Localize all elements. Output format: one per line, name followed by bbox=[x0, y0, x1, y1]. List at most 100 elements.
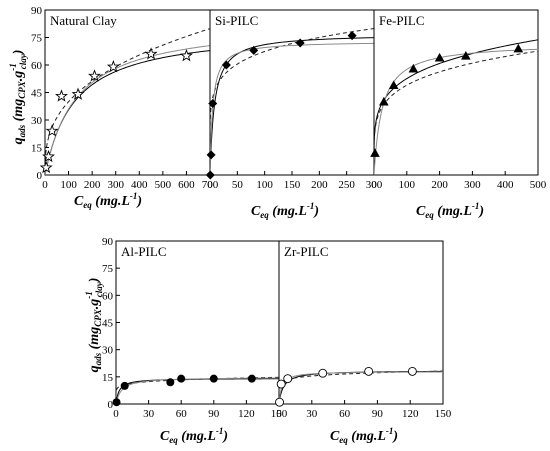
x-tick-label: 700 bbox=[202, 179, 219, 191]
x-tick-label: 100 bbox=[256, 179, 273, 191]
fit-curve-solid-gray bbox=[116, 377, 279, 404]
x-tick-label: 0 bbox=[371, 179, 377, 191]
data-point bbox=[45, 124, 59, 137]
data-point bbox=[39, 160, 53, 174]
data-point bbox=[177, 374, 186, 383]
x-tick-label: 250 bbox=[338, 179, 355, 191]
x-axis-label: Ceq (mg.L-1) bbox=[330, 426, 398, 445]
top-ylabel: qads (mgCPX.g-1clay) bbox=[8, 50, 28, 145]
fit-curve-dashed bbox=[45, 28, 210, 175]
data-point bbox=[209, 374, 218, 383]
x-tick-label: 150 bbox=[435, 408, 452, 420]
panel-fe-pilc: Fe-PILC 0 100 200 300 400 500 Ceq (mg.L-1) bbox=[370, 9, 547, 220]
data-point bbox=[208, 99, 218, 108]
y-tick-label: 90 bbox=[102, 236, 114, 248]
x-tick-label: 400 bbox=[131, 179, 148, 191]
data-point bbox=[370, 148, 380, 157]
x-tick-label: 400 bbox=[497, 179, 514, 191]
x-tick-label: 300 bbox=[107, 179, 124, 191]
x-tick-label: 100 bbox=[399, 179, 416, 191]
x-tick-label: 0 bbox=[207, 179, 213, 191]
y-tick-label: 60 bbox=[102, 290, 114, 302]
data-point bbox=[249, 45, 259, 55]
fit-curve-dashed bbox=[374, 50, 538, 175]
x-tick-label: 90 bbox=[208, 408, 220, 420]
y-tick-label: 30 bbox=[31, 115, 43, 127]
y-tick-label: 90 bbox=[31, 5, 43, 17]
bottom-ylabel: qads (mgCPX.g-1clay) bbox=[84, 278, 104, 373]
data-point bbox=[205, 170, 215, 180]
data-point bbox=[179, 49, 193, 62]
data-point bbox=[408, 63, 419, 73]
x-tick-label: 90 bbox=[372, 408, 384, 420]
x-axis-label: Ceq (mg.L-1) bbox=[251, 201, 319, 220]
x-tick-label: 50 bbox=[232, 179, 244, 191]
data-point bbox=[513, 43, 524, 53]
y-tick-label: 45 bbox=[102, 318, 114, 330]
data-point bbox=[379, 96, 389, 106]
y-tick-label: 75 bbox=[102, 263, 114, 275]
x-tick-label: 60 bbox=[339, 408, 351, 420]
x-tick-label: 0 bbox=[42, 179, 48, 191]
data-point bbox=[276, 379, 286, 389]
data-point bbox=[221, 60, 231, 70]
data-point bbox=[247, 374, 256, 383]
fit-curve-solid-dark bbox=[45, 50, 210, 175]
data-point bbox=[275, 397, 284, 407]
fit-curve-solid-dark bbox=[210, 37, 374, 175]
x-axis-label: Ceq (mg.L-1) bbox=[160, 426, 228, 445]
y-tick-label: 0 bbox=[108, 399, 114, 411]
fit-curve-solid-gray bbox=[210, 42, 374, 175]
data-point bbox=[42, 149, 56, 163]
y-tick-label: 75 bbox=[31, 33, 43, 45]
data-point bbox=[112, 398, 121, 407]
panel-title: Al-PILC bbox=[121, 244, 167, 259]
fit-curve-dashed bbox=[210, 28, 374, 175]
data-point bbox=[295, 38, 305, 48]
data-point bbox=[283, 374, 293, 384]
x-tick-label: 500 bbox=[155, 179, 172, 191]
y-tick-label: 0 bbox=[37, 170, 43, 182]
panel-title: Fe-PILC bbox=[379, 13, 425, 28]
x-tick-label: 60 bbox=[176, 408, 188, 420]
x-tick-label: 200 bbox=[431, 179, 448, 191]
x-tick-label: 30 bbox=[306, 408, 318, 420]
y-tick-label: 45 bbox=[31, 88, 43, 100]
x-axis-label: Ceq (mg.L-1) bbox=[74, 191, 142, 210]
data-point bbox=[88, 69, 101, 82]
data-point bbox=[347, 31, 357, 41]
plot-frame bbox=[44, 9, 211, 176]
x-tick-label: 200 bbox=[84, 179, 101, 191]
fit-curve-solid-dark bbox=[279, 370, 443, 404]
data-point bbox=[206, 150, 216, 160]
panel-title: Natural Clay bbox=[50, 13, 117, 28]
x-tick-label: 0 bbox=[113, 408, 119, 420]
data-point bbox=[318, 368, 328, 378]
x-tick-label: 100 bbox=[60, 179, 77, 191]
data-point bbox=[55, 89, 68, 102]
panel-title: Zr-PILC bbox=[284, 244, 329, 259]
panel-title: Si-PILC bbox=[215, 13, 258, 28]
panel-zr-pilc: Zr-PILC 0 30 60 90 120 150 Ceq (mg.L-1) bbox=[275, 240, 452, 445]
x-axis-label: Ceq (mg.L-1) bbox=[416, 201, 484, 220]
x-tick-label: 0 bbox=[276, 408, 282, 420]
y-tick-label: 30 bbox=[102, 345, 114, 357]
data-point bbox=[144, 47, 158, 60]
y-tick-label: 60 bbox=[31, 60, 43, 72]
fit-curve-solid-gray bbox=[45, 45, 210, 175]
y-tick-label: 15 bbox=[31, 143, 43, 155]
x-tick-label: 150 bbox=[271, 408, 288, 420]
fit-curve-solid-gray bbox=[374, 48, 538, 175]
x-tick-label: 200 bbox=[311, 179, 328, 191]
data-point bbox=[71, 87, 85, 100]
x-tick-label: 150 bbox=[284, 179, 301, 191]
panel-si-pilc: Si-PILC 0 50 100 150 200 250 300 Ceq (mg.L-1) bbox=[205, 9, 383, 220]
x-tick-label: 30 bbox=[143, 408, 155, 420]
data-point bbox=[388, 80, 399, 90]
data-point bbox=[461, 51, 471, 60]
x-tick-label: 600 bbox=[178, 179, 195, 191]
x-tick-label: 500 bbox=[530, 179, 547, 191]
data-point bbox=[106, 60, 120, 73]
